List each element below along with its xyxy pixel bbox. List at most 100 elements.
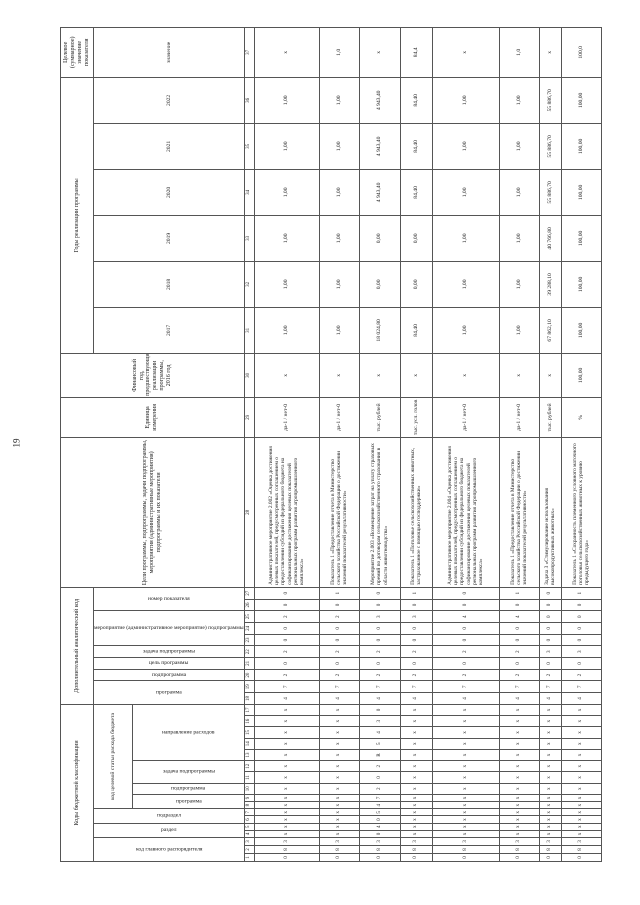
code-cell: 2 — [254, 610, 320, 623]
year-value-cell: 100,00 — [561, 215, 602, 262]
header-add-activity: мероприятие (административное мероприяти… — [93, 610, 245, 646]
code-cell: x — [254, 830, 320, 838]
code-cell: 0 — [359, 771, 401, 784]
code-cell: x — [319, 771, 360, 784]
code-cell: x — [254, 760, 320, 772]
table-row: 0 8 3 x x x x x x x x x x x x x x 4 7 2 0 2 0 0 2 0 0 Административ… — [254, 27, 320, 862]
code-cell: R — [359, 749, 401, 761]
code-cell: 3 — [400, 610, 433, 623]
year-value-cell: 1,00 — [319, 77, 360, 124]
code-cell: 8 — [359, 845, 401, 854]
year-value-cell: 1,00 — [254, 169, 320, 216]
header-year-2017: 2017 — [93, 307, 245, 354]
code-cell: 0 — [359, 657, 401, 670]
code-cell: x — [539, 738, 562, 750]
code-cell: x — [539, 771, 562, 784]
year-value-cell: 1,00 — [432, 215, 500, 262]
code-cell: 1 — [499, 587, 540, 600]
column-number: 29 — [244, 397, 255, 438]
program-indicators-table: Коды бюджетной классификации Дополнитель… — [60, 27, 602, 862]
code-cell: x — [432, 749, 500, 761]
code-cell: x — [319, 726, 360, 739]
code-cell: x — [319, 794, 360, 802]
code-cell: 0 — [319, 853, 360, 862]
code-cell: x — [432, 783, 500, 795]
column-number: 15 — [244, 726, 255, 739]
description-cell: Показатель 1 «Предоставление отчета в Ми… — [319, 437, 360, 588]
code-cell: 0 — [254, 599, 320, 611]
code-cell: 0 — [432, 853, 500, 862]
header-value: значение — [93, 27, 245, 78]
code-cell: 0 — [432, 622, 500, 635]
table-row: 0 8 3 x x x x x x x x x x x x x x 4 7 2 0 2 0 0 4 0 0 Административ… — [432, 27, 500, 862]
code-cell: x — [400, 771, 433, 784]
header-add-subprogram: подпрограмма — [93, 669, 245, 681]
column-number-row: 1 2 3 4 5 6 7 8 9 10 11 12 13 14 15 16 17 18 19 20 21 22 23 24 2… — [244, 27, 255, 862]
code-cell: 0 — [400, 599, 433, 611]
code-cell: x — [319, 808, 360, 816]
code-cell: x — [561, 738, 602, 750]
year-value-cell: 100,00 — [561, 123, 602, 170]
code-cell: 0 — [319, 657, 360, 670]
column-number: 34 — [244, 169, 255, 216]
header-prev-year: Финансовый год, предшествующий реализаци… — [60, 353, 245, 398]
code-cell: x — [539, 704, 562, 716]
code-cell: x — [539, 760, 562, 772]
code-cell: 2 — [359, 783, 401, 795]
year-value-cell: 0,00 — [400, 261, 433, 308]
code-cell: x — [499, 830, 540, 838]
table-row: 0 8 3 x x x x x x x x x x x x x x 4 7 2 0 2 0 0 2 0 1 Показатель 1 … — [319, 27, 360, 862]
unit-cell: да-1 / нет-0 — [432, 397, 500, 438]
code-cell: 2 — [359, 669, 401, 681]
code-cell: 0 — [359, 853, 401, 862]
code-cell: 0 — [561, 599, 602, 611]
code-cell: 8 — [254, 845, 320, 854]
code-cell: x — [539, 715, 562, 727]
code-cell: x — [319, 704, 360, 716]
header-subprogram-task: задача подпрограммы — [132, 760, 245, 784]
header-program: программа — [132, 794, 245, 809]
year-value-cell: 1,00 — [254, 307, 320, 354]
code-cell: 0 — [319, 634, 360, 646]
code-cell: x — [400, 801, 433, 809]
code-cell: x — [561, 783, 602, 795]
code-cell: x — [561, 715, 602, 727]
code-cell: 0 — [359, 634, 401, 646]
code-cell: 0 — [359, 815, 401, 824]
code-cell: x — [432, 704, 500, 716]
code-cell: 7 — [561, 680, 602, 693]
code-cell: x — [499, 801, 540, 809]
code-cell: x — [561, 771, 602, 784]
year-value-cell: 1,00 — [432, 307, 500, 354]
code-cell: 0 — [539, 634, 562, 646]
code-cell: x — [400, 704, 433, 716]
code-cell: x — [254, 771, 320, 784]
table-row: 0 8 3 x x x x x x x x x x x x x x 4 7 2 0 2 0 0 3 0 1 Показатель 1 … — [400, 27, 433, 862]
code-cell: 0 — [432, 634, 500, 646]
column-number: 7 — [244, 808, 255, 816]
code-cell: x — [400, 749, 433, 761]
code-cell: 4 — [359, 801, 401, 809]
code-cell: x — [254, 715, 320, 727]
header-expense-direction: направление расходов — [132, 704, 245, 761]
code-cell: x — [400, 794, 433, 802]
header-target-article-code: код целевой статьи расхода бюджета — [93, 704, 133, 809]
code-cell: 2 — [319, 645, 360, 658]
code-cell: 8 — [400, 845, 433, 854]
page-number: 19 — [11, 438, 22, 448]
year-value-cell: 1,00 — [319, 307, 360, 354]
year-value-cell: 1,00 — [319, 169, 360, 216]
year-value-cell: 0,00 — [400, 215, 433, 262]
code-cell: 7 — [319, 680, 360, 693]
code-cell: 0 — [499, 853, 540, 862]
header-subsection: подраздел — [93, 808, 245, 824]
code-cell: x — [561, 830, 602, 838]
code-cell: x — [319, 783, 360, 795]
year-value-cell: 1,00 — [499, 261, 540, 308]
code-cell: x — [432, 760, 500, 772]
year-value-cell: 18 024,80 — [359, 307, 401, 354]
code-cell: 2 — [254, 669, 320, 681]
description-cell: Задача 3 «Стимулирование использования в… — [539, 437, 562, 588]
code-cell: 2 — [561, 669, 602, 681]
target-value-cell: x — [432, 27, 500, 78]
